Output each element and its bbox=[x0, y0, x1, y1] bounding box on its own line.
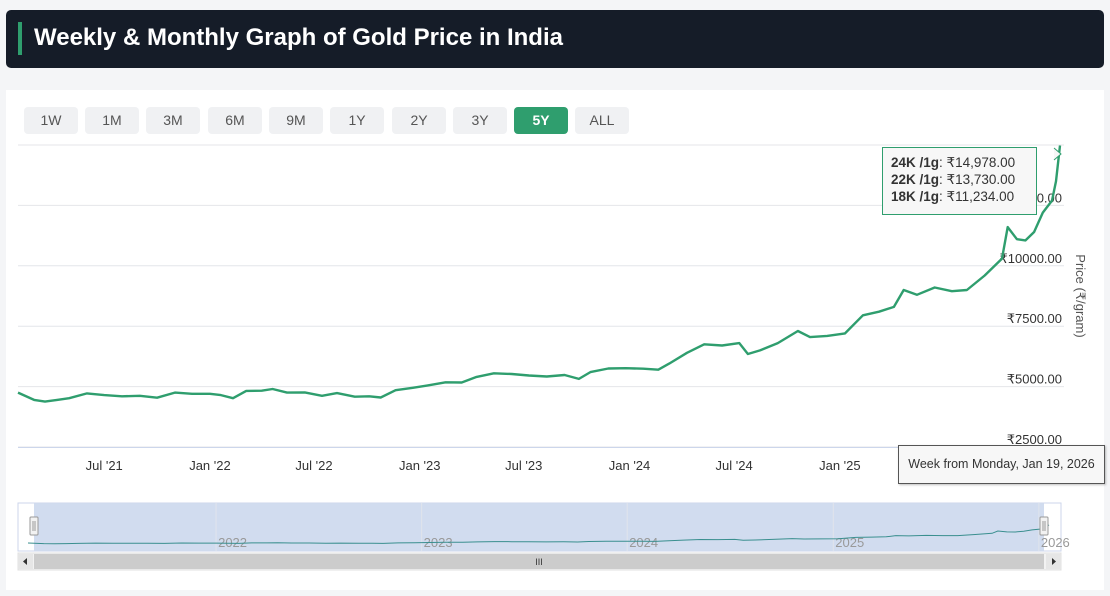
tooltip-row-18k: 18K /1g: ₹11,234.00 bbox=[891, 189, 1015, 204]
scrollbar-thumb[interactable] bbox=[34, 554, 1044, 569]
x-tick-label: Jan '25 bbox=[819, 458, 861, 473]
range-button-all[interactable]: ALL bbox=[575, 107, 629, 134]
range-button-5y[interactable]: 5Y bbox=[514, 107, 568, 134]
header-accent-bar bbox=[18, 22, 22, 55]
range-button-1w[interactable]: 1W bbox=[24, 107, 78, 134]
x-tick-label: Jul '24 bbox=[716, 458, 753, 473]
navigator-right-handle[interactable] bbox=[1039, 516, 1049, 536]
navigator-selection[interactable] bbox=[34, 503, 1044, 551]
page-title: Weekly & Monthly Graph of Gold Price in … bbox=[34, 24, 563, 51]
y-tick-label: ₹10000.00 bbox=[1000, 251, 1063, 266]
y-tick-label: ₹7500.00 bbox=[1007, 311, 1062, 326]
price-series-line[interactable] bbox=[17, 145, 1062, 403]
tooltip-row-22k: 22K /1g: ₹13,730.00 bbox=[891, 172, 1016, 187]
x-tick-label: Jan '22 bbox=[189, 458, 231, 473]
navigator-year-label: 2024 bbox=[629, 535, 658, 550]
chart-panel: ₹2500.00₹5000.00₹7500.00₹10000.00₹12500.… bbox=[6, 90, 1105, 590]
gold-price-chart[interactable]: ₹2500.00₹5000.00₹7500.00₹10000.00₹12500.… bbox=[6, 90, 1104, 590]
arrow-left-icon bbox=[23, 558, 27, 565]
x-tick-label: Jan '24 bbox=[609, 458, 651, 473]
price-tooltip: 24K /1g: ₹14,978.00 22K /1g: ₹13,730.00 … bbox=[882, 147, 1037, 215]
x-tick-label: Jul '21 bbox=[86, 458, 123, 473]
crosshair-date-label: Week from Monday, Jan 19, 2026 bbox=[898, 445, 1105, 484]
x-tick-label: Jul '22 bbox=[295, 458, 332, 473]
y-tick-label: ₹2500.00 bbox=[1007, 432, 1062, 447]
page-header: Weekly & Monthly Graph of Gold Price in … bbox=[6, 10, 1104, 68]
y-axis-title: Price (₹/gram) bbox=[1073, 254, 1088, 337]
range-button-2y[interactable]: 2Y bbox=[392, 107, 446, 134]
navigator-year-label: 2022 bbox=[218, 535, 247, 550]
navigator-left-handle[interactable] bbox=[29, 516, 39, 536]
navigator-year-label: 2026 bbox=[1041, 535, 1070, 550]
tooltip-pointer bbox=[1053, 147, 1062, 161]
range-button-3m[interactable]: 3M bbox=[146, 107, 200, 134]
range-button-3y[interactable]: 3Y bbox=[453, 107, 507, 134]
range-button-1y[interactable]: 1Y bbox=[330, 107, 384, 134]
tooltip-row-24k: 24K /1g: ₹14,978.00 bbox=[891, 155, 1016, 170]
x-tick-label: Jul '23 bbox=[505, 458, 542, 473]
navigator-series-line bbox=[27, 524, 1050, 545]
range-button-6m[interactable]: 6M bbox=[208, 107, 262, 134]
arrow-right-icon bbox=[1052, 558, 1056, 565]
scrollbar-grip: III bbox=[535, 557, 543, 567]
x-tick-label: Jan '23 bbox=[399, 458, 441, 473]
range-button-9m[interactable]: 9M bbox=[269, 107, 323, 134]
y-tick-label: ₹5000.00 bbox=[1007, 372, 1062, 387]
range-button-1m[interactable]: 1M bbox=[85, 107, 139, 134]
